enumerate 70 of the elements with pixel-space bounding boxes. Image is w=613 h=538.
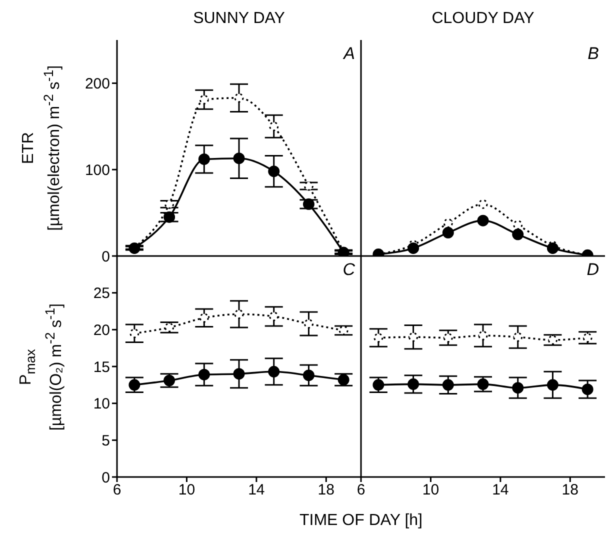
point — [442, 226, 454, 238]
x-tick-label: 6 — [356, 482, 366, 499]
y-tick-label: 200 — [84, 76, 110, 93]
point — [513, 220, 523, 230]
point — [302, 370, 314, 382]
point — [408, 242, 420, 254]
point — [164, 211, 176, 223]
point — [477, 378, 489, 390]
y-tick-label: 25 — [93, 285, 110, 302]
point — [374, 333, 384, 343]
point — [164, 199, 174, 209]
point — [478, 199, 488, 209]
point — [408, 378, 420, 390]
point — [164, 322, 174, 332]
point — [513, 332, 523, 342]
point — [338, 374, 350, 386]
annotation: D — [586, 260, 599, 280]
point — [268, 366, 280, 378]
point — [548, 335, 558, 345]
y-tick-label: 0 — [102, 469, 110, 486]
x-tick-label: 18 — [318, 482, 334, 499]
annotation: B — [586, 44, 599, 64]
chart-title: CLOUDY DAY — [430, 10, 536, 28]
point — [234, 93, 244, 103]
point — [304, 319, 314, 329]
x-tick-label: 6 — [112, 482, 122, 499]
point — [198, 153, 210, 165]
point — [582, 333, 592, 343]
point — [199, 313, 209, 323]
y-tick-label: 5 — [102, 432, 110, 450]
point — [128, 379, 140, 391]
point — [269, 312, 279, 322]
point — [408, 332, 418, 342]
y-tick-label: 10 — [93, 396, 110, 413]
point — [164, 374, 176, 386]
point — [512, 382, 524, 394]
x-tick-label: 10 — [422, 482, 440, 499]
point — [130, 328, 140, 338]
point — [304, 181, 314, 191]
annotation: A — [342, 44, 355, 64]
point — [478, 330, 488, 340]
point — [233, 368, 245, 380]
point — [302, 198, 314, 210]
y-tick-label: 15 — [93, 358, 110, 376]
y-tick-label: 100 — [84, 162, 110, 179]
point — [582, 384, 594, 396]
y-tick-label: 20 — [93, 322, 110, 339]
point — [233, 152, 245, 164]
annotation: C — [342, 260, 355, 280]
point — [443, 333, 453, 343]
point — [546, 379, 558, 391]
point — [372, 379, 384, 391]
point — [268, 166, 280, 178]
point — [234, 309, 244, 319]
x-axis-title: TIME OF DAY [h] — [298, 512, 424, 530]
point — [198, 368, 210, 380]
point — [512, 228, 524, 240]
point — [338, 326, 348, 336]
point — [477, 214, 489, 226]
y-tick-label: 0 — [102, 248, 110, 266]
x-tick-label: 18 — [562, 482, 578, 499]
point — [443, 218, 453, 228]
point — [442, 379, 454, 391]
point — [269, 122, 279, 132]
x-tick-label: 14 — [492, 482, 509, 499]
x-tick-label: 14 — [248, 482, 265, 499]
chart-title: SUNNY DAY — [192, 10, 286, 28]
point — [546, 242, 558, 254]
point — [199, 94, 209, 104]
x-tick-label: 10 — [178, 482, 196, 499]
